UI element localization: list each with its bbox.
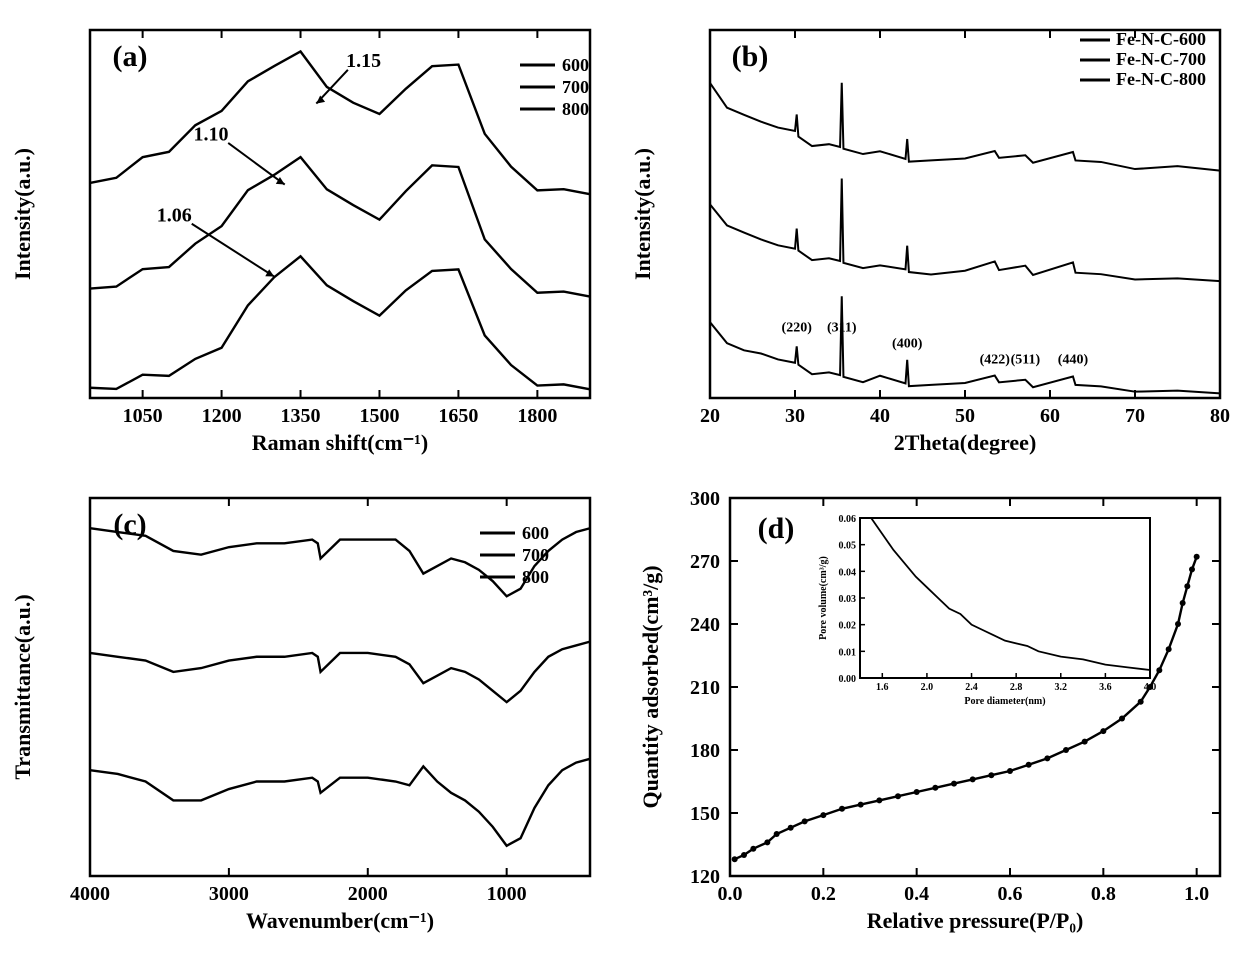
- svg-text:4000: 4000: [70, 883, 110, 905]
- svg-text:1.0: 1.0: [1184, 883, 1209, 905]
- panel-a: 1050 1200 1350 1500 1650 1800 Raman shift(cm⁻¹…: [0, 0, 620, 478]
- svg-text:0.00: 0.00: [839, 674, 857, 685]
- svg-text:30: 30: [785, 405, 805, 427]
- svg-text:Fe-N-C-600: Fe-N-C-600: [1116, 29, 1206, 49]
- svg-text:2000: 2000: [348, 883, 388, 905]
- svg-text:0.01: 0.01: [839, 647, 857, 658]
- svg-text:60: 60: [1040, 405, 1060, 427]
- svg-text:1050: 1050: [123, 405, 163, 427]
- svg-text:800: 800: [562, 99, 589, 119]
- svg-text:80: 80: [1210, 405, 1230, 427]
- svg-text:0.0: 0.0: [718, 883, 743, 905]
- svg-text:1200: 1200: [202, 405, 242, 427]
- svg-text:180: 180: [690, 740, 720, 762]
- svg-text:Fe-N-C-700: Fe-N-C-700: [1116, 49, 1206, 69]
- svg-text:Intensity(a.u.): Intensity(a.u.): [10, 148, 35, 280]
- svg-text:2.8: 2.8: [1010, 682, 1023, 693]
- svg-text:(511): (511): [1011, 353, 1041, 368]
- svg-text:40: 40: [870, 405, 890, 427]
- svg-text:Intensity(a.u.): Intensity(a.u.): [630, 148, 655, 280]
- svg-text:(311): (311): [827, 321, 857, 336]
- svg-text:2.4: 2.4: [965, 682, 978, 693]
- svg-text:2Theta(degree): 2Theta(degree): [894, 430, 1037, 455]
- svg-text:20: 20: [700, 405, 720, 427]
- svg-text:(b): (b): [732, 40, 769, 73]
- svg-text:0.2: 0.2: [811, 883, 836, 905]
- panel-c: 4000 3000 2000 1000 Wavenumber(cm⁻¹) Transmit…: [0, 478, 620, 956]
- svg-text:4.0: 4.0: [1144, 682, 1157, 693]
- svg-text:Pore diameter(nm): Pore diameter(nm): [964, 696, 1045, 707]
- svg-text:(220): (220): [782, 321, 813, 336]
- svg-text:Wavenumber(cm⁻¹): Wavenumber(cm⁻¹): [246, 908, 434, 933]
- svg-text:270: 270: [690, 551, 720, 573]
- svg-text:0.06: 0.06: [839, 514, 857, 525]
- svg-text:2.0: 2.0: [921, 682, 934, 693]
- svg-text:210: 210: [690, 677, 720, 699]
- svg-text:600: 600: [522, 523, 549, 543]
- svg-text:0.02: 0.02: [839, 621, 857, 632]
- svg-text:0.8: 0.8: [1091, 883, 1116, 905]
- svg-text:0.4: 0.4: [904, 883, 929, 905]
- svg-text:1000: 1000: [487, 883, 527, 905]
- svg-text:Fe-N-C-800: Fe-N-C-800: [1116, 69, 1206, 89]
- svg-text:600: 600: [562, 55, 589, 75]
- svg-text:700: 700: [562, 77, 589, 97]
- svg-text:(d): (d): [758, 512, 795, 545]
- svg-text:800: 800: [522, 567, 549, 587]
- svg-text:(422): (422): [980, 353, 1011, 368]
- svg-text:(a): (a): [113, 40, 148, 73]
- svg-text:70: 70: [1125, 405, 1145, 427]
- svg-text:0.6: 0.6: [998, 883, 1023, 905]
- svg-text:Raman shift(cm⁻¹): Raman shift(cm⁻¹): [252, 430, 428, 455]
- svg-text:700: 700: [522, 545, 549, 565]
- svg-text:0.04: 0.04: [839, 567, 857, 578]
- panel-d: 0.0 0.2 0.4 0.6 0.8 1.0 120 150 180 210 240 270 300 R…: [620, 478, 1240, 956]
- svg-text:0.03: 0.03: [839, 594, 857, 605]
- svg-text:(400): (400): [892, 337, 923, 352]
- svg-text:Relative pressure(P/P₀): Relative pressure(P/P₀): [867, 908, 1084, 933]
- svg-text:50: 50: [955, 405, 975, 427]
- panel-b: 20 30 40 50 60 70 80 2Theta(degree) Intensity(a.…: [620, 0, 1240, 478]
- svg-text:3000: 3000: [209, 883, 249, 905]
- svg-text:120: 120: [690, 866, 720, 888]
- svg-text:1.6: 1.6: [876, 682, 889, 693]
- figure-grid: 1050 1200 1350 1500 1650 1800 Raman shift(cm⁻¹…: [0, 0, 1240, 956]
- svg-text:1800: 1800: [517, 405, 557, 427]
- svg-text:240: 240: [690, 614, 720, 636]
- svg-text:150: 150: [690, 803, 720, 825]
- svg-text:0.05: 0.05: [839, 541, 857, 552]
- svg-text:1.15: 1.15: [346, 50, 381, 72]
- svg-text:1350: 1350: [281, 405, 321, 427]
- svg-text:300: 300: [690, 488, 720, 510]
- svg-text:1500: 1500: [359, 405, 399, 427]
- svg-text:3.2: 3.2: [1055, 682, 1068, 693]
- svg-text:(c): (c): [113, 508, 146, 541]
- svg-text:1.06: 1.06: [157, 204, 192, 226]
- svg-text:1650: 1650: [438, 405, 478, 427]
- svg-text:(440): (440): [1058, 353, 1089, 368]
- svg-text:Pore volume(cm³/g): Pore volume(cm³/g): [818, 556, 829, 640]
- svg-text:1.10: 1.10: [194, 123, 229, 145]
- svg-text:3.6: 3.6: [1099, 682, 1112, 693]
- svg-text:Quantity adsorbed(cm³/g): Quantity adsorbed(cm³/g): [638, 565, 663, 808]
- svg-text:Transmittance(a.u.): Transmittance(a.u.): [10, 594, 35, 779]
